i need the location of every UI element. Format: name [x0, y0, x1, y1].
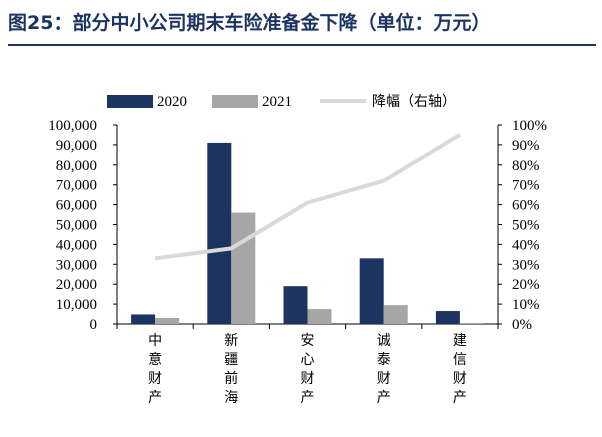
legend-swatch-2020 [107, 95, 153, 108]
decline-rate-point-5 [459, 134, 461, 136]
category-label: 建信财产 [453, 333, 467, 406]
bar-2021-2 [231, 212, 256, 324]
right-axis-tick-label: 30% [512, 257, 540, 273]
left-axis-tick-label: 90,000 [56, 138, 97, 154]
decline-rate-point-2 [230, 247, 232, 249]
left-axis-tick-label: 40,000 [56, 237, 97, 253]
category-label: 新疆前海 [224, 333, 238, 406]
left-axis-tick-label: 60,000 [56, 198, 97, 214]
right-axis-tick-label: 20% [512, 277, 540, 293]
bar-2021-1 [155, 318, 180, 324]
decline-rate-point-1 [154, 257, 156, 259]
right-axis-tick-label: 40% [512, 237, 540, 253]
right-axis-tick-label: 90% [512, 138, 540, 154]
decline-rate-line [154, 133, 461, 261]
right-axis-tick-label: 10% [512, 297, 540, 313]
legend-label-2020: 2020 [157, 94, 187, 110]
left-axis-tick-label: 50,000 [56, 218, 97, 234]
left-axis-tick-label: 10,000 [56, 297, 97, 313]
right-axis-tick-label: 60% [512, 198, 540, 214]
left-axis-tick-label: 0 [90, 317, 98, 333]
category-label: 安心财产 [301, 333, 315, 406]
right-axis-tick-label: 100% [512, 118, 547, 134]
left-axis-tick-label: 80,000 [56, 158, 97, 174]
bar-2020-4 [359, 258, 384, 324]
bar-2021-5 [459, 323, 484, 324]
legend-swatch-2021 [212, 95, 258, 108]
left-axis-tick-label: 100,000 [48, 118, 97, 134]
bar-2020-5 [435, 311, 460, 324]
legend-label-2021: 2021 [262, 94, 292, 110]
bar-2021-4 [383, 305, 408, 324]
right-axis-tick-label: 50% [512, 218, 540, 234]
chart-title: 图25：部分中小公司期末车险准备金下降（单位：万元） [8, 12, 491, 34]
bar-2020-1 [131, 314, 156, 324]
right-axis-tick-label: 80% [512, 158, 540, 174]
left-axis-tick-label: 20,000 [56, 277, 97, 293]
left-axis-tick-label: 30,000 [56, 257, 97, 273]
title-underline [8, 44, 596, 46]
legend-label-decline: 降幅（右轴） [372, 94, 456, 110]
category-label: 中意财产 [148, 333, 162, 406]
bar-2020-2 [207, 142, 232, 324]
category-label: 诚泰财产 [377, 333, 391, 406]
decline-rate-point-3 [307, 202, 308, 204]
decline-rate-point-4 [383, 180, 385, 182]
bar-2020-3 [283, 286, 308, 324]
left-axis-tick-label: 70,000 [56, 178, 97, 194]
right-axis-tick-label: 0% [512, 317, 532, 333]
right-axis-tick-label: 70% [512, 178, 540, 194]
bar-2021-3 [307, 309, 332, 324]
